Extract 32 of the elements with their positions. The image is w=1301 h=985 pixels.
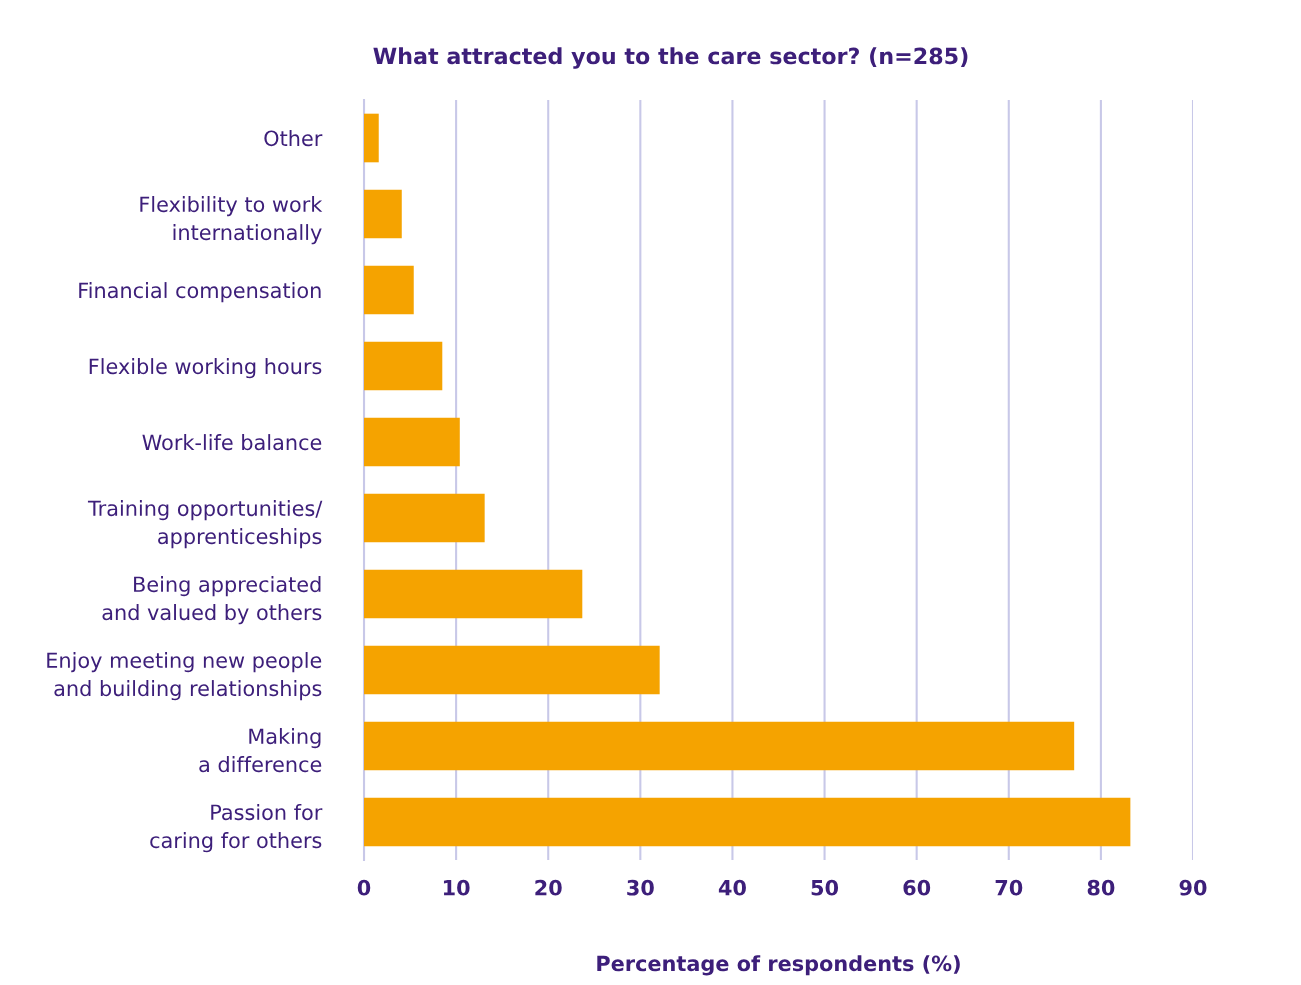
bar bbox=[364, 341, 443, 391]
x-tick-label: 60 bbox=[903, 879, 931, 896]
bar bbox=[364, 113, 379, 163]
x-axis-title: Percentage of respondents (%) bbox=[597, 955, 960, 976]
bar bbox=[364, 493, 485, 543]
y-tick-label: Work-life balance bbox=[142, 434, 322, 451]
bar bbox=[364, 721, 1075, 771]
x-tick-label: 10 bbox=[443, 879, 470, 896]
y-tick-label: Other bbox=[264, 130, 323, 147]
bar bbox=[364, 417, 460, 467]
y-tick-label: Flexibility to work internationally bbox=[140, 196, 323, 245]
y-tick-label: Financial compensation bbox=[79, 282, 321, 303]
bar bbox=[364, 645, 660, 695]
bar bbox=[364, 189, 402, 239]
y-tick-label: Making a difference bbox=[199, 728, 322, 773]
chart-title: What attracted you to the care sector? (n=285) bbox=[373, 47, 968, 69]
x-tick-label: 30 bbox=[627, 879, 654, 896]
x-tick-label: 0 bbox=[357, 879, 371, 896]
y-tick-label: Passion for caring for others bbox=[150, 804, 323, 853]
y-tick-label: Enjoy meeting new people and building relationships bbox=[47, 652, 322, 701]
x-tick-label: 80 bbox=[1087, 879, 1115, 896]
x-tick-label: 20 bbox=[535, 879, 562, 896]
y-tick-label: Being appreciated and valued by others bbox=[102, 576, 322, 625]
x-tick-label: 70 bbox=[995, 879, 1023, 896]
x-tick-label: 50 bbox=[811, 879, 839, 896]
x-tick-label: 40 bbox=[718, 879, 746, 896]
bar bbox=[364, 569, 583, 619]
bar bbox=[364, 797, 1131, 847]
y-tick-label: Training opportunities/ apprenticeships bbox=[87, 500, 323, 549]
y-tick-label: Flexible working hours bbox=[89, 358, 322, 379]
x-tick-label: 90 bbox=[1179, 879, 1207, 896]
bar bbox=[364, 265, 414, 315]
